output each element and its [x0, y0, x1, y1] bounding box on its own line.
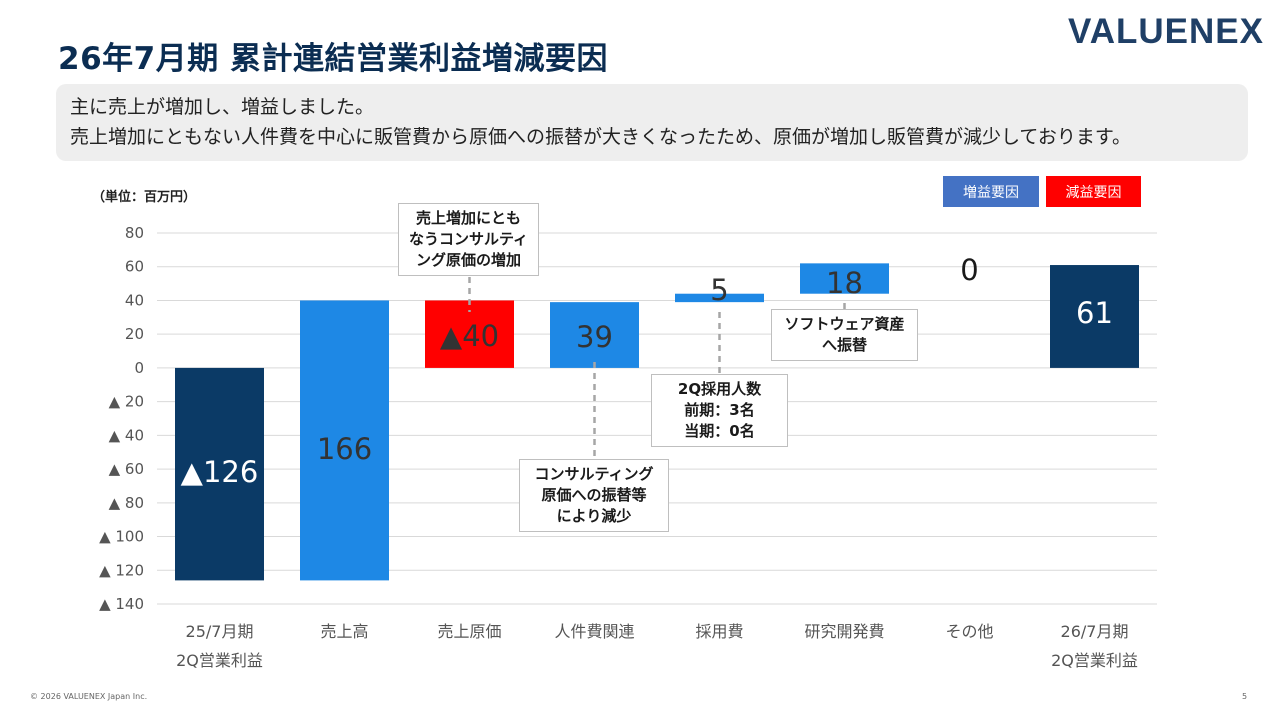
x-category-label: 採用費	[695, 622, 743, 641]
copyright-footer: © 2026 VALUENEX Japan Inc.	[30, 692, 148, 701]
data-label: ▲126	[181, 455, 259, 489]
bar	[300, 300, 389, 581]
page-number: 5	[1242, 692, 1248, 701]
bar	[675, 293, 764, 303]
x-category-label: 人件費関連	[554, 622, 634, 641]
y-tick-label: 40	[125, 291, 144, 309]
bar	[1050, 265, 1139, 368]
data-label: ▲40	[440, 319, 499, 353]
data-label: 39	[576, 320, 613, 354]
y-tick-label: 20	[125, 325, 144, 343]
callout-recruiting: 2Q採用人数 前期：3名 当期：0名	[651, 374, 788, 447]
summary-line-2: 売上増加にともない人件費を中心に販管費から原価への振替が大きくなったため、原価が…	[70, 126, 1131, 148]
x-category-label: 研究開発費	[804, 622, 884, 641]
callout-personnel: コンサルティング 原価への振替等 により減少	[519, 459, 669, 532]
data-label: 18	[826, 266, 863, 300]
legend-decrease: 減益要因	[1046, 176, 1141, 207]
unit-label: （単位：百万円）	[92, 190, 197, 205]
bar	[550, 302, 639, 368]
y-tick-label: ▲ 100	[99, 528, 144, 546]
x-category-label: 26/7月期	[1061, 622, 1129, 641]
y-tick-label: ▲ 20	[109, 393, 144, 411]
bar	[800, 263, 889, 294]
callout-cost-of-sales: 売上増加にとも なうコンサルティ ング原価の増加	[398, 203, 539, 276]
y-tick-label: ▲ 40	[109, 426, 144, 444]
summary-box: 主に売上が増加し、増益しました。 売上増加にともない人件費を中心に販管費から原価…	[56, 84, 1248, 161]
x-category-label: 2Q営業利益	[1051, 651, 1138, 670]
bar	[175, 367, 264, 581]
legend-increase: 増益要因	[943, 176, 1039, 207]
callout-rnd: ソフトウェア資産 へ振替	[771, 309, 918, 361]
data-label: 166	[317, 432, 372, 466]
data-label: 5	[710, 273, 728, 307]
y-tick-label: 80	[125, 224, 144, 242]
y-tick-label: 60	[125, 258, 144, 276]
x-category-label: 25/7月期	[186, 622, 254, 641]
x-category-label: その他	[945, 622, 993, 641]
page-title: 26年7月期 累計連結営業利益増減要因	[58, 41, 609, 77]
y-tick-label: 0	[134, 359, 144, 377]
summary-line-1: 主に売上が増加し、増益しました。	[70, 96, 375, 118]
x-category-label: 2Q営業利益	[176, 651, 263, 670]
data-label: 61	[1076, 296, 1113, 330]
y-tick-label: ▲ 120	[99, 561, 144, 579]
x-category-label: 売上原価	[437, 622, 501, 641]
y-tick-label: ▲ 60	[109, 460, 144, 478]
data-label: 0	[960, 253, 978, 287]
y-tick-label: ▲ 80	[109, 494, 144, 512]
y-tick-label: ▲ 140	[99, 595, 144, 613]
x-category-label: 売上高	[320, 622, 368, 641]
company-logo: VALUENEX	[1068, 12, 1264, 51]
